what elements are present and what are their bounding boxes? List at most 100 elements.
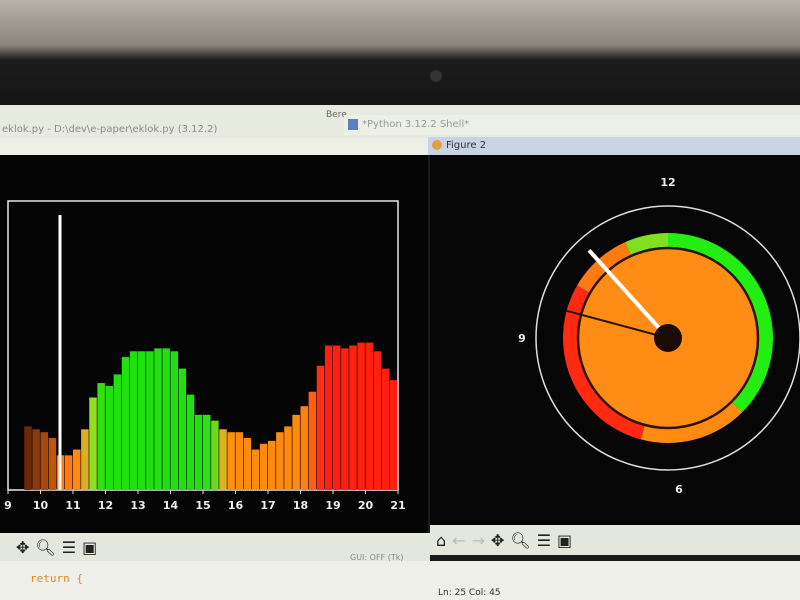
histogram-bar — [203, 414, 211, 490]
histogram-bar — [227, 432, 235, 490]
histogram-canvas: 9 10 11 12 13 14 15 16 17 18 19 20 21 — [0, 155, 428, 533]
histogram-bar — [284, 426, 292, 490]
dial-label: 9 — [518, 332, 526, 345]
clock-canvas: 12 9 6 — [430, 155, 800, 525]
code-editor[interactable] — [0, 561, 800, 600]
histogram-bar — [300, 406, 309, 490]
histogram-bar — [73, 449, 81, 490]
gui-status-label: GUI: OFF (Tk) — [350, 553, 404, 562]
histogram-bar — [219, 429, 227, 490]
menu-fragment[interactable]: Bere — [326, 110, 347, 120]
x-tick-label: 18 — [293, 499, 308, 512]
histogram-bar — [324, 345, 333, 490]
x-tick-label: 13 — [130, 499, 145, 512]
histogram-bar — [162, 348, 170, 490]
histogram-bar — [292, 414, 300, 490]
histogram-bar — [333, 345, 341, 490]
histogram-bar — [97, 383, 105, 490]
histogram-bar — [243, 437, 252, 490]
x-tick-label: 14 — [163, 499, 179, 512]
dial-circle — [535, 205, 800, 471]
histogram-bar — [170, 351, 179, 490]
save-icon[interactable]: ▣ — [82, 537, 98, 557]
x-tick-label: 19 — [325, 499, 340, 512]
histogram-bar — [268, 440, 276, 490]
zoom-icon[interactable]: 🔍︎ — [35, 537, 56, 557]
histogram-bar — [276, 432, 284, 490]
configure-icon[interactable]: ☰ — [61, 537, 77, 557]
histogram-bar — [40, 432, 49, 490]
x-tick-label: 20 — [358, 499, 374, 512]
matplotlib-icon — [432, 140, 442, 150]
histogram-bar — [186, 394, 195, 490]
x-tick-label: 11 — [65, 499, 80, 512]
histogram-bar — [121, 357, 130, 490]
histogram-bar — [373, 351, 382, 490]
histogram-bar — [341, 348, 349, 490]
webcam — [430, 70, 442, 82]
histogram-bar — [81, 429, 89, 490]
histogram-bar — [32, 429, 40, 490]
secondary-hand — [566, 309, 669, 339]
histogram-bar — [89, 397, 97, 490]
pan-icon[interactable]: ✥ — [16, 537, 30, 557]
code-line[interactable]: return { — [30, 572, 83, 585]
histogram-bar — [389, 380, 398, 490]
ring-segment — [563, 285, 645, 440]
x-tick-label: 9 — [4, 499, 12, 512]
dial-label: 12 — [660, 176, 675, 189]
figure-2-titlebar[interactable]: Figure 2 — [428, 137, 800, 155]
histogram-bar — [113, 374, 122, 490]
configure-icon[interactable]: ☰ — [536, 530, 552, 550]
histogram-bar — [365, 342, 374, 490]
x-tick-label: 16 — [228, 499, 244, 512]
clock-hand — [587, 248, 670, 340]
histogram-bar — [211, 420, 219, 490]
histogram-bar — [194, 414, 203, 490]
x-tick-label: 21 — [390, 499, 405, 512]
figure-1-toolbar: ✥ 🔍︎ ☰ ▣ — [0, 533, 430, 561]
histogram-bar — [178, 368, 187, 490]
figure-2-toolbar: ⌂ ← → ✥ 🔍︎ ☰ ▣ — [430, 525, 800, 555]
histogram-chart: 9 10 11 12 13 14 15 16 17 18 19 20 21 — [4, 200, 406, 512]
shell-window-title: *Python 3.12.2 Shell* — [362, 119, 470, 130]
histogram-bar — [235, 432, 244, 490]
forward-icon[interactable]: → — [471, 530, 485, 550]
histogram-bar — [251, 449, 260, 490]
histogram-bar — [381, 368, 390, 490]
center-hub — [654, 324, 682, 352]
histogram-bar — [154, 348, 162, 490]
clock-chart: 12 9 6 — [518, 176, 800, 496]
histogram-bar — [64, 455, 73, 490]
idle-window-title: eklok.py - D:\dev\e-paper\eklok.py (3.12… — [2, 124, 218, 135]
x-tick-label: 17 — [260, 499, 275, 512]
zoom-icon[interactable]: 🔍︎ — [510, 530, 531, 550]
histogram-bar — [138, 351, 146, 490]
back-icon[interactable]: ← — [452, 530, 466, 550]
shell-window-titlebar[interactable]: *Python 3.12.2 Shell* — [344, 115, 800, 135]
figure-2-title: Figure 2 — [446, 140, 487, 151]
x-tick-label: 10 — [33, 499, 49, 512]
python-file-icon — [348, 119, 358, 130]
x-tick-label: 12 — [98, 499, 113, 512]
ring-segment — [625, 233, 668, 256]
histogram-bar — [349, 345, 357, 490]
home-icon[interactable]: ⌂ — [436, 530, 447, 550]
histogram-bar — [357, 342, 365, 490]
figure-1-titlebar[interactable] — [0, 138, 428, 288]
monitor-bezel — [0, 0, 800, 105]
histogram-bar — [259, 443, 268, 490]
ring-segment — [668, 233, 773, 413]
histogram-bar — [105, 385, 114, 490]
save-icon[interactable]: ▣ — [557, 530, 573, 550]
histogram-bar — [48, 437, 57, 490]
histogram-bar — [129, 351, 138, 490]
histogram-bar — [308, 391, 317, 490]
dial-label: 6 — [675, 483, 683, 496]
pan-icon[interactable]: ✥ — [490, 530, 505, 550]
histogram-bar — [24, 426, 32, 490]
x-tick-label: 15 — [195, 499, 210, 512]
histogram-bar — [146, 351, 154, 490]
ring-segment — [640, 401, 743, 443]
cursor-position-status: Ln: 25 Col: 45 — [438, 588, 501, 598]
